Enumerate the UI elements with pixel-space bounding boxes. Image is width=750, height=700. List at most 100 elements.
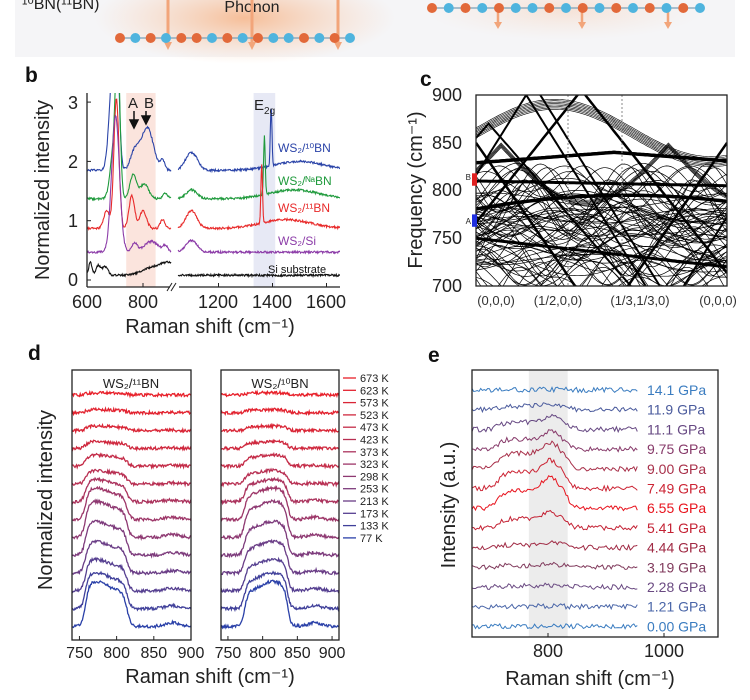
phonon-band [476, 150, 727, 165]
phonon-glow [95, 0, 395, 64]
spectrum-line [220, 556, 340, 594]
spectrum-line [220, 407, 340, 417]
atom-icon [460, 3, 471, 13]
x-tick-label: (0,0,0) [699, 293, 737, 308]
phonon-band [502, 250, 725, 286]
phonon-band [476, 218, 727, 237]
pressure-label: 3.19 GPa [647, 559, 706, 575]
y-axis-label: Frequency (cm⁻¹) [405, 111, 427, 268]
spectrum-line [71, 519, 192, 559]
spectrum-line [177, 135, 340, 202]
phonon-band [476, 215, 727, 264]
panel-label-e: e [428, 344, 440, 367]
spectrum-line [471, 413, 638, 434]
arrow-head-icon [578, 22, 586, 29]
spectrum-line [87, 98, 172, 231]
y-axis-label: Normalized intensity [35, 410, 57, 590]
atom-icon [695, 3, 705, 13]
spectrum-line [71, 485, 192, 523]
spectrum-line [71, 439, 192, 452]
panel-label-d: d [28, 342, 41, 365]
subplot-title: WS₂/¹⁰BN [251, 376, 308, 391]
x-tick-label: 1600 [306, 292, 346, 312]
phonon-band [476, 165, 727, 197]
x-tick-label: 750 [66, 645, 93, 662]
pressure-label: 7.49 GPa [647, 481, 706, 497]
spectrum-line [471, 623, 638, 630]
series-label: WS₂/ᴺᵃBN [278, 174, 332, 188]
spectrum-line [71, 556, 192, 594]
phonon-band [476, 234, 727, 277]
legend-label: 77 K [360, 533, 383, 545]
annotation-a: A [128, 95, 138, 112]
pressure-label: 4.44 GPa [647, 540, 706, 556]
x-tick-label: 800 [533, 641, 563, 661]
spectrum-line [71, 498, 192, 541]
spectrum-line [471, 475, 638, 512]
pressure-label: 11.9 GPa [647, 402, 705, 418]
phonon-band [476, 208, 727, 224]
atom-icon [237, 33, 248, 43]
spectrum-line [220, 438, 340, 452]
schematic-banner: ¹⁰BN(¹¹BN) Phonon [15, 0, 735, 64]
panel-c-chart: B A 900 850 800 750 700 (0,0,0) (1/2,0,0… [405, 85, 737, 308]
mode-b-marker [472, 173, 477, 186]
phonon-band [476, 147, 727, 206]
atom-icon [544, 3, 555, 13]
atom-icon [299, 33, 309, 43]
marker-label-b: B [466, 173, 471, 182]
arrow-head-icon [334, 42, 342, 50]
atom-chains [115, 0, 705, 50]
phonon-band [476, 216, 727, 244]
atom-icon [611, 3, 622, 13]
spectrum-line [220, 476, 340, 506]
phonon-band [476, 229, 727, 249]
spectrum-line [471, 509, 638, 532]
spectrum-line [87, 260, 172, 278]
phonon-band [476, 209, 727, 231]
marker-label-a: A [466, 217, 472, 226]
plot-frame [471, 369, 719, 638]
phonon-band [476, 215, 727, 236]
phonon-band [539, 95, 727, 286]
phonon-band [476, 142, 727, 286]
legend-label: 673 K [360, 373, 389, 385]
pressure-label: 0.00 GPa [647, 618, 706, 634]
spectrum-line [220, 579, 340, 630]
y-tick-label: 2 [68, 152, 78, 172]
atom-icon [561, 3, 571, 13]
legend-label: 523 K [360, 410, 389, 422]
series-label: WS₂/¹⁰BN [278, 141, 331, 155]
atom-icon [329, 33, 340, 43]
atom-icon [314, 33, 325, 43]
pressure-label: 2.28 GPa [647, 579, 706, 595]
axis-break-icon [166, 282, 177, 292]
atom-icon [527, 3, 538, 13]
x-tick-label: 600 [72, 292, 102, 312]
phonon-band [476, 246, 727, 273]
spectrum-line [220, 389, 340, 399]
panel-d-chart: WS₂/¹¹BN WS₂/¹⁰BN 750 800 850 900 750 800 850 9… [35, 369, 389, 688]
x-axis-label: Raman shift (cm⁻¹) [125, 316, 294, 338]
atom-icon [345, 33, 355, 43]
legend-label: 213 K [360, 496, 389, 508]
x-axis-label: Raman shift (cm⁻¹) [505, 668, 674, 690]
series-label: Si substrate [268, 264, 326, 276]
atom-icon [443, 3, 454, 13]
phonon-band [476, 245, 727, 286]
x-tick-label: (0,0,0) [477, 293, 515, 308]
phonon-band [476, 95, 727, 274]
spectrum-line [71, 570, 192, 612]
spectrum-line [71, 389, 192, 399]
atom-icon [628, 3, 638, 13]
arrow-head-icon [164, 42, 172, 50]
plot-frame-10bn [220, 369, 340, 641]
pressure-label: 9.00 GPa [647, 461, 706, 477]
atom-icon [427, 3, 437, 13]
spectrum-line [471, 603, 638, 611]
atom-icon [253, 33, 263, 43]
subplot-title: WS₂/¹¹BN [103, 376, 159, 391]
legend-label: 253 K [360, 484, 389, 496]
x-tick-label: 800 [128, 292, 158, 312]
spectrum-line [71, 468, 192, 488]
